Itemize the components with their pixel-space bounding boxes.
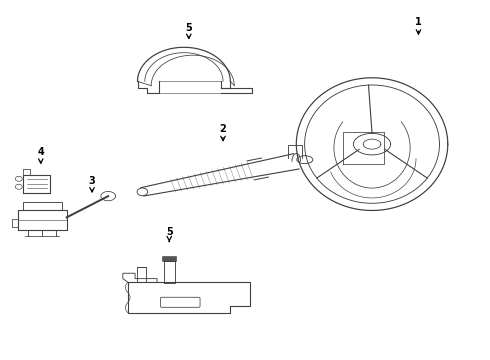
FancyBboxPatch shape [162, 256, 176, 261]
Text: 2: 2 [220, 124, 226, 134]
Text: 3: 3 [89, 176, 96, 186]
Text: 5: 5 [166, 228, 172, 237]
Text: 4: 4 [37, 147, 44, 157]
Text: 5: 5 [185, 23, 192, 33]
Text: 1: 1 [415, 17, 422, 27]
